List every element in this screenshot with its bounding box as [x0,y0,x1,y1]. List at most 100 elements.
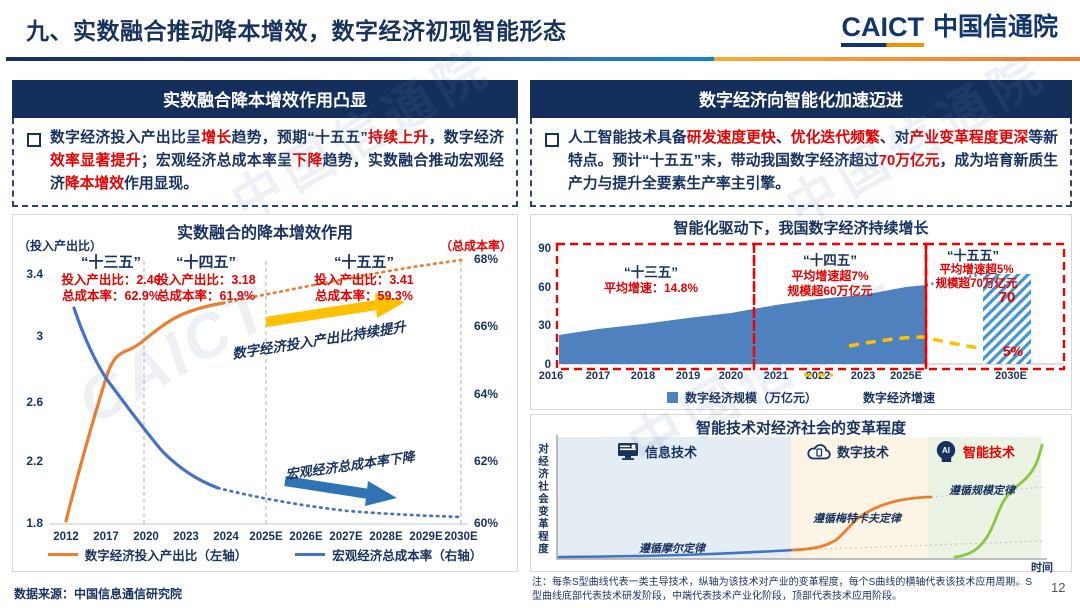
tick-label: 1.8 [26,516,43,530]
tick-label: 2.2 [26,454,43,468]
tick-label: 66% [474,319,498,333]
tick-label: 3 [36,329,43,343]
tick-label: 90 [538,243,551,255]
tick-label: 2023 [173,531,199,543]
period-label-14th: “十四五” [175,254,236,271]
law-label: 遵循摩尔定律 [639,542,707,555]
dotted-extension-1 [794,540,1044,551]
scurve-metcalfe [791,495,933,552]
left-panel: 实数融合降本增效作用凸显 数字经济投入产出比呈增长趋势，预期“十五五”持续上升，… [12,80,518,207]
tick-label: 2.6 [26,395,43,409]
period-stats-13th: 投入产出比：2.46 总成本率：62.9% [47,272,175,305]
tick-label: 2019 [676,370,700,382]
zone-head-information: 信息技术 [617,442,697,461]
dotted-extension-2 [930,486,1044,498]
orange-line-swatch-icon [47,553,78,556]
chart1-x-ticks: 2012 2017 2020 2023 2024 2025E 2026E 202… [53,531,478,543]
tick-label: 2030E [444,531,478,543]
tick-label: 2018 [631,370,655,382]
stat-line: 总成本率：61.9% [157,289,255,304]
period-box-13th [555,242,756,371]
ai-head-icon: AI [936,441,956,462]
legend-label: 宏观经济总成本率（右轴） [332,549,483,563]
period-label-13th: “十三五” [80,254,141,271]
law-label: 遵循规模定律 [949,484,1017,497]
cloud-icon [807,444,831,460]
tick-label: 60 [538,282,551,294]
monitor-icon [618,443,638,460]
zone-information-tech [557,437,791,559]
zone-head-intelligent: AI 智能技术 [935,440,1015,462]
up-arrow-shaft [265,300,378,327]
up-arrow-head-icon [375,293,405,318]
scurve-moore [557,548,795,559]
period-boxes [555,242,1066,371]
series-cost-rate-forecast-dotted [216,486,462,519]
tick-label: 2023 [851,370,875,382]
right-panel-text: 人工智能技术具备研发速度更快、优化迭代频繁、对产业变革程度更深等新特点。预计“十… [568,130,1058,192]
legend-item-cost: 宏观经济总成本率（右轴） [295,545,482,564]
chart1-left-axis-label: （投入产出比） [18,239,103,253]
chart3-axes [556,435,1047,560]
left-panel-body: 数字经济投入产出比呈增长趋势，预期“十五五”持续上升，数字经济效率显著提升；宏观… [12,118,518,207]
left-panel-title: 实数融合降本增效作用凸显 [12,80,518,118]
chart1-right-axis-label: （总成本率） [439,239,512,253]
caict-logo-text: CAICT [841,12,924,42]
chart1-plot: 3.4 3 2.6 2.2 1.8 68% 66% 64% 62% 60% 20… [26,252,498,543]
chart2-legend: 数字经济规模（万亿元） 数字经济增速 [531,389,1071,406]
svg-text:AI: AI [942,446,950,455]
chart3-footnote: 注：每条S型曲线代表一类主导技术，纵轴为该技术对产业的变革程度，每个S曲线的横轴… [532,577,1033,602]
series-input-output-ratio-forecast-dotted [221,258,463,305]
series-growth-dashed [848,335,998,352]
caict-logo-underline [841,43,924,47]
box-stat: 平均增速：14.8% [603,281,699,295]
box-stat: 规模超70万亿元 [935,278,1018,290]
chart2-x-ticks: 2016 2017 2018 2019 2020 2021 2022 2023 … [539,370,1027,382]
down-arrow-shaft [284,476,370,499]
growth-end-label: 5% [1003,343,1024,359]
stat-line: 投入产出比：3.18 [156,273,256,287]
left-panel-text: 数字经济投入产出比呈增长趋势，预期“十五五”持续上升，数字经济效率显著提升；宏观… [50,130,504,192]
chart1-legend: 数字经济投入产出比（左轴） 宏观经济总成本率（右轴） [13,545,517,564]
series-scale-area [559,285,926,364]
chart1-title: 实数融合的降本增效作用 [176,225,353,242]
tick-label: 2029E [409,531,443,543]
down-arrow-head-icon [365,481,397,506]
legend-label: 数字经济投入产出比（左轴） [84,549,248,563]
zone-head-digital: 数字技术 [807,442,889,461]
square-bullet-icon [27,133,41,147]
series-input-output-ratio-solid [64,301,225,523]
stat-line: 总成本率：62.9% [62,289,160,304]
page-title: 九、实数融合推动降本增效，数字经济初现智能形态 [26,18,567,44]
blue-square-swatch-icon [666,392,678,403]
tick-label: 68% [474,252,498,266]
chart3-title: 智能技术对经济社会的变革程度 [695,420,906,437]
law-label: 遵循梅特卡夫定律 [813,512,903,525]
zone-label: 数字技术 [837,445,890,460]
scurve-scaling [953,443,1044,559]
scurve-labels: 遵循摩尔定律 遵循梅特卡夫定律 遵循规模定律 [639,484,1017,555]
tick-label: 2030E [995,370,1027,382]
chart1-grid [143,261,462,524]
stat-line: 投入产出比：3.41 [314,273,414,287]
zone-label: 信息技术 [645,445,698,460]
data-source: 数据来源：中国信息通信研究院 [14,587,183,601]
tick-label: 2028E [369,531,403,543]
header-divider-blue [6,57,714,61]
box-label-14th: “十四五” [803,253,857,268]
legend-item-growth: 数字经济增速 [863,389,935,406]
tick-label: 2012 [53,531,79,543]
chart1-right-ticks: 68% 66% 64% 62% 60% [474,252,498,530]
tick-label: 2025E [249,531,283,543]
legend-label: 数字经济规模（万亿元） [684,391,817,405]
zone-label: 智能技术 [963,444,1016,460]
tick-label: 2021 [764,370,788,382]
tick-label: 2026E [289,531,323,543]
tick-label: 60% [474,516,498,530]
chart-digital-economy-growth: 智能化驱动下，我国数字经济持续增长 90 60 30 0 [530,214,1072,410]
legend-item-ratio: 数字经济投入产出比（左轴） [47,545,248,564]
tick-label: 3.4 [26,267,43,281]
forecast-bar-2030-hatched [983,274,1031,364]
tick-label: 2020 [719,370,743,382]
